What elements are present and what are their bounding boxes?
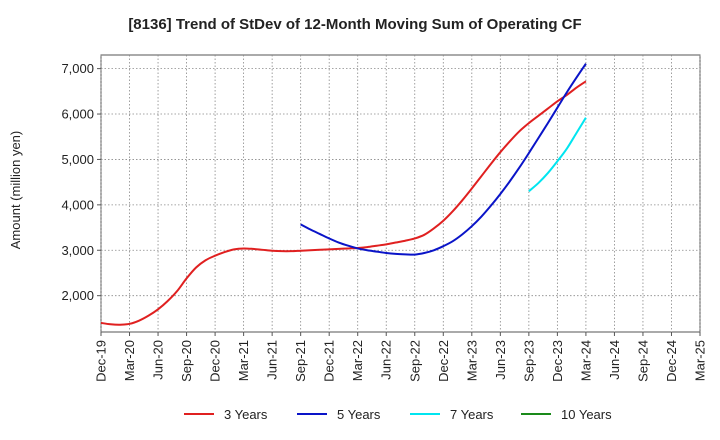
x-tick-label: Mar-23	[464, 340, 479, 381]
legend-label-5-years: 5 Years	[337, 407, 381, 422]
x-tick-label: Dec-20	[208, 340, 223, 382]
x-tick-label: Jun-23	[493, 340, 508, 380]
plot-area	[100, 54, 701, 333]
y-tick-label: 6,000	[61, 107, 94, 122]
y-tick-label: 3,000	[61, 243, 94, 258]
chart-title: [8136] Trend of StDev of 12-Month Moving…	[128, 16, 581, 33]
series-lines	[100, 63, 587, 326]
x-tick-label: Mar-21	[236, 340, 251, 381]
x-tick-label: Sep-20	[179, 340, 194, 382]
x-tick-label: Dec-23	[550, 340, 565, 382]
plot-frame	[100, 54, 701, 333]
x-tick-label: Jun-22	[379, 340, 394, 380]
legend: 3 Years 5 Years 7 Years 10 Years	[184, 407, 612, 422]
series-line-3-years	[100, 80, 587, 326]
y-tick-label: 2,000	[61, 288, 94, 303]
y-tick-label: 7,000	[61, 61, 94, 76]
x-axis: Dec-19 Mar-20 Jun-20 Sep-20 Dec-20 Mar-21 Jun-…	[94, 332, 708, 382]
x-tick-label: Sep-23	[521, 340, 536, 382]
x-tick-label: Sep-22	[407, 340, 422, 382]
legend-label-3-years: 3 Years	[224, 407, 268, 422]
series-line-5-years	[300, 63, 587, 256]
x-tick-label: Sep-24	[635, 340, 650, 382]
y-tick-label: 4,000	[61, 197, 94, 212]
x-tick-label: Jun-24	[607, 340, 622, 380]
x-tick-label: Dec-19	[94, 340, 109, 382]
x-tick-label: Mar-22	[350, 340, 365, 381]
y-axis: 2,000 3,000 4,000 5,000 6,000 7,000	[61, 61, 101, 303]
x-tick-label: Dec-22	[436, 340, 451, 382]
series-line-7-years	[528, 117, 587, 192]
y-axis-label: Amount (million yen)	[8, 131, 23, 250]
legend-label-7-years: 7 Years	[450, 407, 494, 422]
x-tick-label: Mar-24	[578, 340, 593, 381]
x-tick-label: Dec-24	[664, 340, 679, 382]
x-tick-label: Sep-21	[293, 340, 308, 382]
x-tick-label: Jun-21	[265, 340, 280, 380]
y-tick-label: 5,000	[61, 152, 94, 167]
legend-label-10-years: 10 Years	[561, 407, 612, 422]
x-tick-label: Dec-21	[322, 340, 337, 382]
x-tick-label: Mar-25	[693, 340, 708, 381]
x-tick-label: Jun-20	[151, 340, 166, 380]
x-tick-label: Mar-20	[122, 340, 137, 381]
